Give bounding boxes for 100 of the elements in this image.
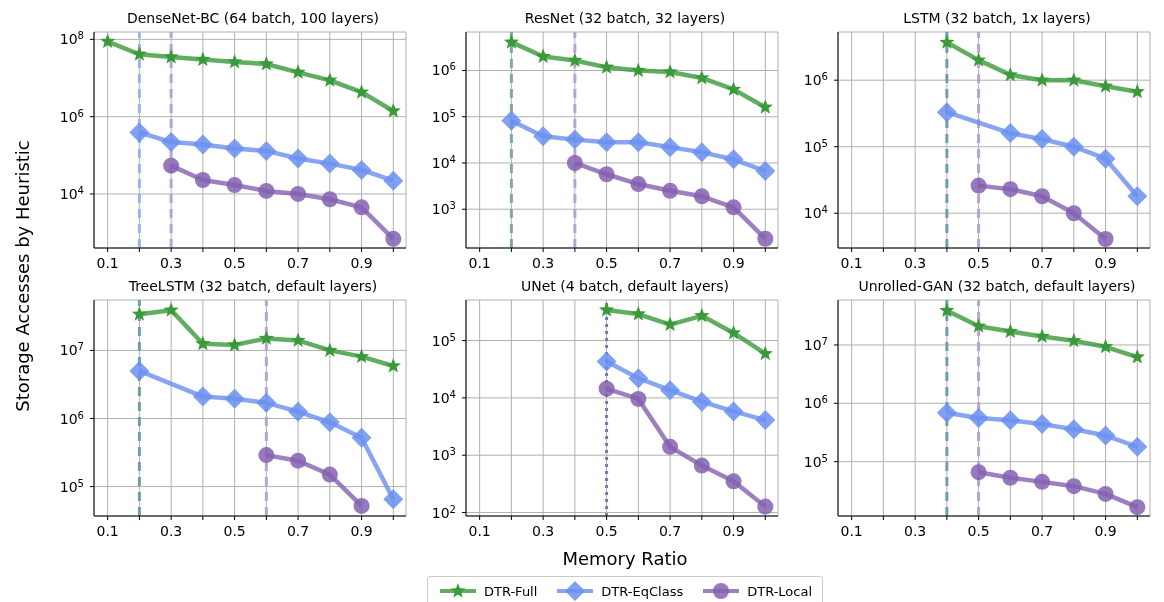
point bbox=[1129, 83, 1145, 99]
point bbox=[599, 59, 615, 74]
point bbox=[227, 53, 243, 69]
point bbox=[691, 391, 712, 412]
point bbox=[970, 464, 987, 481]
point bbox=[1065, 205, 1082, 222]
point bbox=[1129, 349, 1145, 364]
point bbox=[1097, 78, 1114, 93]
y-tick-label: 10$^{5}$ bbox=[803, 452, 828, 470]
x-tick-label: 0.5 bbox=[595, 523, 618, 539]
point bbox=[290, 64, 306, 79]
point bbox=[1095, 425, 1116, 446]
legend-label: DTR-Full bbox=[483, 583, 538, 599]
point bbox=[694, 69, 710, 85]
point bbox=[1032, 129, 1053, 150]
point bbox=[322, 342, 338, 357]
point bbox=[383, 489, 404, 510]
x-axis-title: Memory Ratio bbox=[561, 548, 689, 569]
y-tick-label: 10$^{3}$ bbox=[431, 445, 456, 464]
x-tick-label: 0.3 bbox=[159, 523, 183, 539]
x-tick-label: 0.3 bbox=[531, 255, 555, 271]
point bbox=[1129, 499, 1146, 516]
point bbox=[163, 48, 179, 64]
x-tick-label: 0.9 bbox=[350, 523, 373, 539]
x-tick-label: 0.7 bbox=[1030, 255, 1054, 271]
y-tick-label: 10$^{6}$ bbox=[59, 107, 84, 125]
point bbox=[258, 56, 274, 71]
point bbox=[693, 457, 710, 474]
point bbox=[288, 148, 309, 169]
x-tick-label: 0.7 bbox=[1030, 523, 1054, 539]
point bbox=[353, 199, 370, 216]
point bbox=[227, 337, 243, 352]
y-tick-label: 10$^{4}$ bbox=[803, 203, 828, 222]
point bbox=[566, 154, 583, 171]
y-tick-label: 10$^{6}$ bbox=[803, 70, 828, 89]
chart-title: UNet (4 batch, default layers) bbox=[519, 277, 731, 296]
x-tick-label: 0.9 bbox=[1094, 255, 1117, 271]
point bbox=[385, 358, 401, 373]
point bbox=[939, 302, 955, 317]
point bbox=[598, 166, 615, 183]
point bbox=[1095, 148, 1116, 169]
x-tick-label: 0.9 bbox=[1094, 523, 1117, 539]
point bbox=[319, 153, 340, 174]
point bbox=[163, 302, 179, 317]
point bbox=[723, 401, 744, 422]
x-tick-label: 0.1 bbox=[840, 523, 863, 539]
point bbox=[131, 306, 147, 321]
point bbox=[351, 159, 372, 180]
point bbox=[129, 122, 150, 143]
point bbox=[195, 335, 211, 351]
point bbox=[1002, 323, 1018, 338]
point bbox=[258, 182, 275, 199]
point bbox=[970, 177, 987, 194]
point bbox=[725, 81, 742, 96]
point bbox=[1097, 230, 1114, 247]
point bbox=[100, 33, 116, 48]
point bbox=[258, 447, 275, 464]
point bbox=[131, 46, 147, 61]
point bbox=[353, 348, 370, 364]
point bbox=[163, 157, 180, 174]
point bbox=[757, 498, 774, 515]
point bbox=[385, 230, 402, 247]
point bbox=[290, 452, 307, 469]
x-tick-label: 0.1 bbox=[96, 523, 119, 539]
point bbox=[1066, 332, 1082, 348]
point bbox=[288, 401, 309, 422]
point bbox=[322, 72, 338, 87]
point bbox=[693, 188, 710, 205]
point bbox=[1034, 72, 1050, 87]
point bbox=[224, 388, 245, 409]
x-tick-label: 0.5 bbox=[967, 523, 990, 539]
legend-label: DTR-Local bbox=[747, 583, 813, 599]
point bbox=[723, 149, 744, 170]
point bbox=[1063, 419, 1084, 440]
point bbox=[351, 427, 372, 448]
point bbox=[1032, 414, 1053, 435]
point bbox=[725, 324, 742, 340]
x-tick-label: 0.3 bbox=[903, 523, 927, 539]
y-tick-label: 10$^{4}$ bbox=[431, 388, 456, 406]
y-tick-label: 10$^{4}$ bbox=[59, 184, 84, 202]
x-tick-label: 0.9 bbox=[722, 523, 745, 539]
y-tick-label: 10$^{3}$ bbox=[431, 199, 456, 218]
x-tick-label: 0.5 bbox=[223, 523, 246, 539]
y-tick-label: 10$^{6}$ bbox=[59, 409, 84, 427]
point bbox=[725, 199, 742, 216]
x-tick-label: 0.7 bbox=[286, 523, 310, 539]
point bbox=[567, 52, 583, 67]
point bbox=[321, 466, 338, 483]
point bbox=[383, 170, 404, 191]
y-tick-label: 10$^{5}$ bbox=[431, 331, 456, 349]
x-tick-label: 0.7 bbox=[658, 523, 682, 539]
point bbox=[598, 380, 615, 397]
point bbox=[224, 138, 245, 159]
y-tick-label: 10$^{5}$ bbox=[803, 137, 828, 155]
point bbox=[694, 307, 710, 323]
point bbox=[1002, 181, 1019, 198]
point bbox=[662, 63, 678, 79]
point bbox=[660, 380, 681, 401]
x-tick-label: 0.1 bbox=[468, 523, 491, 539]
chart-title: LSTM (32 batch, 1x layers) bbox=[902, 9, 1092, 28]
